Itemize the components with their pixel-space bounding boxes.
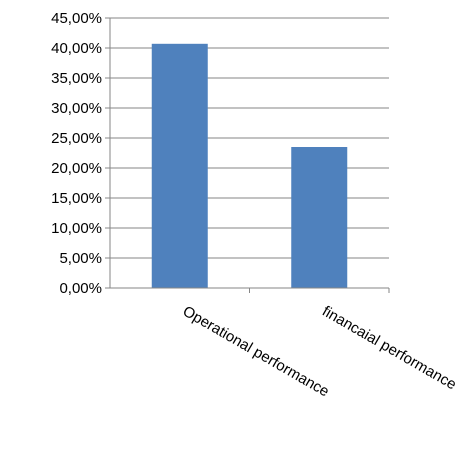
axes bbox=[109, 18, 390, 293]
y-tick-label: 35,00% bbox=[51, 70, 102, 87]
y-tick-label: 15,00% bbox=[51, 190, 102, 207]
x-category-label: financaial performance bbox=[319, 303, 459, 394]
y-tick-label: 0,00% bbox=[59, 280, 102, 297]
bars bbox=[151, 43, 348, 288]
bar bbox=[151, 43, 208, 288]
y-tick-label: 20,00% bbox=[51, 160, 102, 177]
y-tick-label: 10,00% bbox=[51, 220, 102, 237]
y-tick-label: 5,00% bbox=[59, 250, 102, 267]
y-axis-tick-labels: 0,00% 5,00% 10,00% 15,00% 20,00% 25,00% 30,00%… bbox=[51, 10, 102, 297]
y-tick-label: 45,00% bbox=[51, 10, 102, 27]
x-category-label: Operational performance bbox=[180, 303, 332, 401]
y-tick-label: 30,00% bbox=[51, 100, 102, 117]
y-tick-label: 40,00% bbox=[51, 40, 102, 57]
y-tick-label: 25,00% bbox=[51, 130, 102, 147]
bar bbox=[291, 147, 348, 288]
